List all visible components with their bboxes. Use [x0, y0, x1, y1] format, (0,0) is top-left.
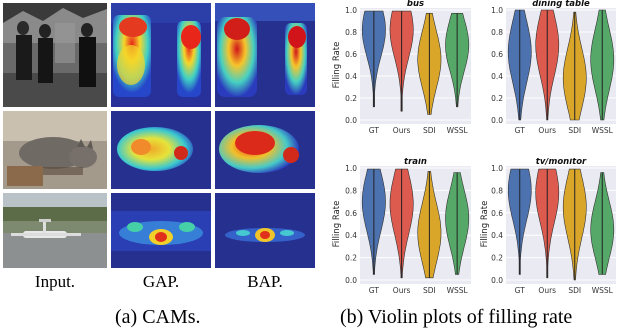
- x-tick-label: GT: [515, 126, 526, 135]
- label-input: Input.: [34, 272, 76, 291]
- y-tick-label: 1.0: [345, 6, 357, 15]
- y-tick-label: 0.8: [491, 186, 503, 195]
- y-tick-label: 0.6: [345, 209, 357, 218]
- people-photo: [3, 3, 107, 107]
- violin-plot-train: 0.0 0.2 0.4 0.6 0.8 1.0 train Filling Rate GT Our…: [332, 158, 471, 295]
- x-tick-label: SDI: [423, 126, 436, 135]
- caption-violin: (b) Violin plots of filling rate: [340, 306, 573, 328]
- y-tick-label: 0.4: [345, 72, 357, 81]
- bap-heatmap-cat: [215, 111, 315, 189]
- bap-cam-airplane: [215, 193, 315, 268]
- violin-plot-tv-monitor: 0.0 0.2 0.4 0.6 0.8 1.0 tv/monitor Filling Rate…: [480, 158, 616, 295]
- violin-plot-dining-table: 0.0 0.2 0.4 0.6 0.8 1.0 dining table GT Ours SDI W…: [491, 0, 616, 135]
- y-tick-label: 0.0: [345, 116, 357, 125]
- y-tick-label: 0.6: [345, 50, 357, 59]
- x-tick-label: SDI: [423, 286, 436, 295]
- y-tick-label: 0.2: [491, 94, 503, 103]
- airplane-photo: [3, 193, 107, 268]
- y-tick-label: 0.2: [491, 254, 503, 263]
- label-bap: BAP.: [247, 272, 283, 291]
- gap-cam-people: [111, 3, 211, 107]
- y-axis-label: Filling Rate: [332, 201, 342, 248]
- y-tick-label: 1.0: [491, 164, 503, 173]
- y-tick-label: 0.2: [345, 94, 357, 103]
- y-tick-label: 1.0: [345, 164, 357, 173]
- caption-cams: (a) CAMs.: [115, 306, 201, 328]
- x-tick-label: Ours: [393, 286, 411, 295]
- y-tick-label: 0.8: [345, 28, 357, 37]
- x-tick-label: WSSL: [447, 286, 469, 295]
- x-tick-label: WSSL: [447, 126, 469, 135]
- y-axis-label: Filling Rate: [480, 201, 490, 248]
- y-tick-label: 0.6: [491, 50, 503, 59]
- y-tick-label: 0.0: [345, 276, 357, 285]
- x-tick-label: SDI: [568, 126, 581, 135]
- y-tick-label: 1.0: [491, 6, 503, 15]
- x-tick-label: GT: [369, 286, 380, 295]
- x-tick-label: GT: [515, 286, 526, 295]
- y-tick-label: 0.6: [491, 209, 503, 218]
- x-tick-label: Ours: [538, 126, 556, 135]
- x-tick-label: GT: [369, 126, 380, 135]
- y-tick-label: 0.0: [491, 116, 503, 125]
- bap-cam-people: [215, 3, 315, 107]
- gap-heatmap-airplane: [111, 193, 211, 268]
- label-gap: GAP.: [142, 272, 180, 291]
- chart-title: tv/monitor: [536, 158, 587, 167]
- y-axis-label: Filling Rate: [332, 42, 342, 89]
- x-tick-label: WSSL: [592, 286, 614, 295]
- gap-heatmap-cat: [111, 111, 211, 189]
- cat-photo: [3, 111, 107, 189]
- chart-title: train: [404, 158, 427, 167]
- gap-heatmap-people: [111, 3, 211, 107]
- y-tick-label: 0.4: [491, 231, 503, 240]
- violin-plot-bus: 0.0 0.2 0.4 0.6 0.8 1.0 bus Filling Rate GT Ours S…: [332, 0, 471, 135]
- chart-title: bus: [407, 0, 424, 9]
- gap-cam-cat: [111, 111, 211, 189]
- input-image-airplane: [3, 193, 107, 268]
- bap-heatmap-people: [215, 3, 315, 107]
- bap-cam-cat: [215, 111, 315, 189]
- x-tick-label: Ours: [393, 126, 411, 135]
- chart-title: dining table: [532, 0, 590, 9]
- input-image-cat: [3, 111, 107, 189]
- y-tick-label: 0.8: [345, 186, 357, 195]
- gap-cam-airplane: [111, 193, 211, 268]
- y-tick-label: 0.0: [491, 276, 503, 285]
- y-tick-label: 0.2: [345, 254, 357, 263]
- x-tick-label: WSSL: [592, 126, 614, 135]
- y-tick-label: 0.8: [491, 28, 503, 37]
- input-image-people: [3, 3, 107, 107]
- x-tick-label: SDI: [568, 286, 581, 295]
- bap-heatmap-airplane: [215, 193, 315, 268]
- y-tick-label: 0.4: [491, 72, 503, 81]
- y-tick-label: 0.4: [345, 231, 357, 240]
- x-tick-label: Ours: [538, 286, 556, 295]
